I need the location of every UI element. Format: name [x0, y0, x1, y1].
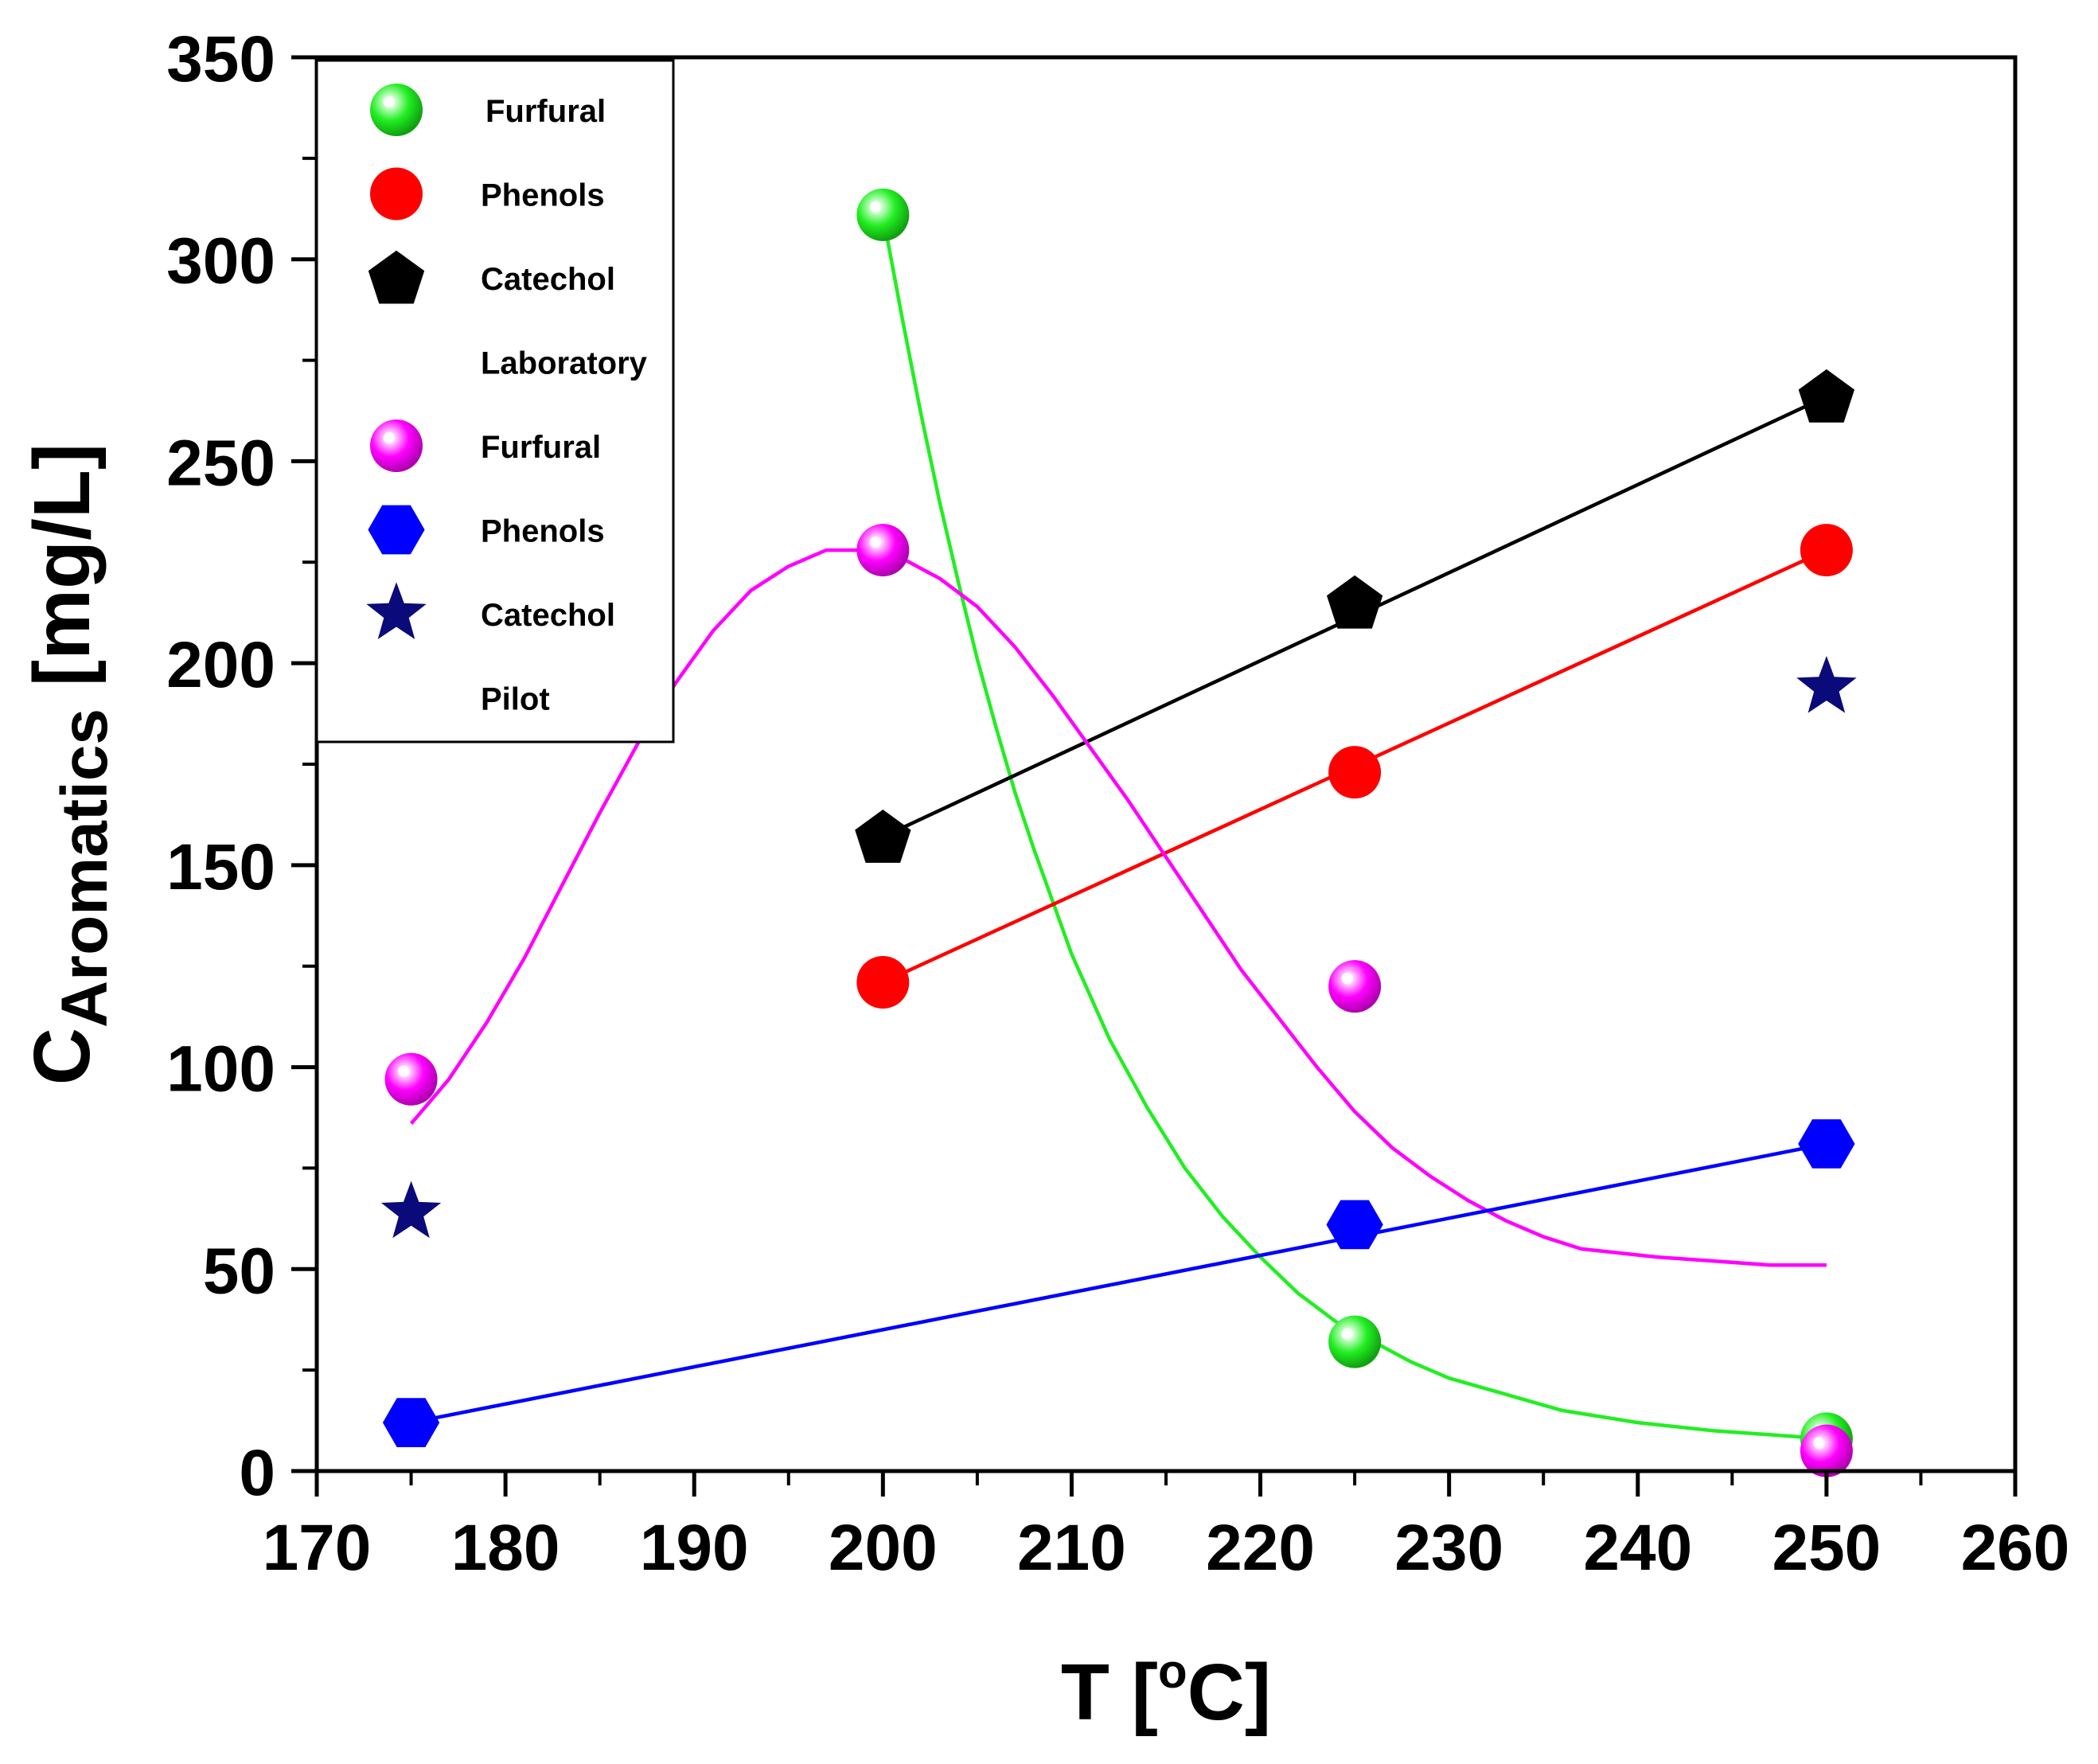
marker-lab_catechol-1 — [1327, 575, 1383, 629]
legend: Furfural Phenols Catechol Laboratory Furfura… — [315, 59, 675, 743]
marker-pilot_furfural-0 — [384, 1052, 438, 1106]
marker-lab_catechol-2 — [1798, 369, 1854, 423]
legend-label: Laboratory — [481, 346, 648, 381]
marker-lab_phenols-0 — [856, 956, 910, 1009]
x-tick-label: 230 — [1394, 1512, 1503, 1584]
legend-item: Furfural — [370, 84, 606, 136]
legend-marker-lab_phenols — [370, 167, 423, 220]
marker-lab_catechol-0 — [855, 810, 911, 863]
x-axis-title-sup: o — [1158, 1645, 1187, 1698]
x-tick-label: 250 — [1772, 1512, 1881, 1584]
axis-ticks — [291, 55, 2018, 1497]
marker-lab_furfural-0 — [856, 188, 910, 241]
marker-pilot_phenols-2 — [1798, 1119, 1855, 1169]
legend-label: Catechol — [481, 598, 615, 633]
x-axis-title: T [oC] — [1061, 1645, 1271, 1737]
x-tick-label: 210 — [1017, 1512, 1126, 1584]
y-tick-label: 350 — [166, 23, 275, 96]
axis-tick-labels: 170 180 190 200 210 220 230 240 250 260 0 50 100 150 2… — [166, 23, 2069, 1584]
x-tick-label: 190 — [640, 1512, 749, 1584]
x-tick-label: 220 — [1206, 1512, 1315, 1584]
legend-box — [315, 59, 675, 743]
legend-marker-lab_furfural — [370, 84, 423, 136]
data-markers — [380, 188, 1857, 1477]
legend-marker-pilot_furfural — [370, 420, 423, 472]
legend-item: Catechol — [366, 582, 615, 639]
y-axis-title: CAromatics [mg/L] — [18, 443, 121, 1086]
x-tick-label: 240 — [1583, 1512, 1692, 1584]
y-axis-title-sub: Aromatics — [49, 708, 121, 1028]
marker-pilot_phenols-1 — [1326, 1200, 1383, 1250]
y-axis-title-main: C — [18, 1028, 107, 1085]
legend-label: Pilot — [481, 682, 550, 717]
marker-lab_phenols-1 — [1328, 746, 1382, 799]
fit-line-pilot_phenols — [411, 1142, 1827, 1425]
legend-marker-lab_catechol — [368, 250, 425, 304]
legend-marker-pilot_catechol — [366, 582, 427, 639]
marker-pilot_catechol-0 — [380, 1181, 442, 1239]
marker-pilot_furfural-2 — [1328, 960, 1382, 1013]
legend-item: Catechol — [368, 250, 615, 304]
legend-label: Furfural — [481, 430, 601, 465]
legend-label: Catechol — [481, 262, 615, 297]
legend-marker-pilot_phenols — [368, 505, 425, 555]
x-tick-label: 170 — [263, 1512, 372, 1584]
x-tick-label: 180 — [451, 1512, 560, 1584]
legend-label: Phenols — [481, 514, 605, 549]
y-tick-label: 200 — [166, 629, 275, 701]
marker-lab_furfural-1 — [1328, 1315, 1382, 1368]
marker-pilot_furfural-1 — [856, 524, 910, 577]
marker-pilot_catechol-1 — [1796, 656, 1857, 713]
marker-pilot_furfural-3 — [1800, 1424, 1853, 1477]
legend-item: Laboratory — [481, 346, 648, 381]
legend-item: Phenols — [368, 505, 605, 555]
marker-pilot_phenols-0 — [382, 1398, 440, 1447]
legend-item: Phenols — [370, 167, 605, 220]
y-axis-title-tail: [mg/L] — [18, 443, 107, 708]
y-tick-label: 0 — [239, 1437, 275, 1509]
y-tick-label: 150 — [166, 831, 275, 903]
legend-label: Furfural — [486, 94, 606, 129]
marker-lab_phenols-2 — [1800, 524, 1853, 577]
x-tick-label: 200 — [829, 1512, 938, 1584]
x-axis-title-main: T [ — [1061, 1648, 1158, 1737]
x-axis-title-tail: C] — [1187, 1648, 1272, 1737]
x-tick-label: 260 — [1961, 1512, 2070, 1584]
y-tick-label: 50 — [203, 1235, 275, 1307]
legend-item: Pilot — [481, 682, 550, 717]
legend-label: Phenols — [481, 178, 605, 213]
legend-item: Furfural — [370, 420, 601, 472]
y-tick-label: 250 — [166, 427, 275, 499]
fit-line-pilot_furfural — [409, 548, 1827, 1267]
y-tick-label: 100 — [166, 1033, 275, 1106]
y-tick-label: 300 — [166, 225, 275, 298]
fit-line-lab_furfural — [881, 214, 1827, 1441]
